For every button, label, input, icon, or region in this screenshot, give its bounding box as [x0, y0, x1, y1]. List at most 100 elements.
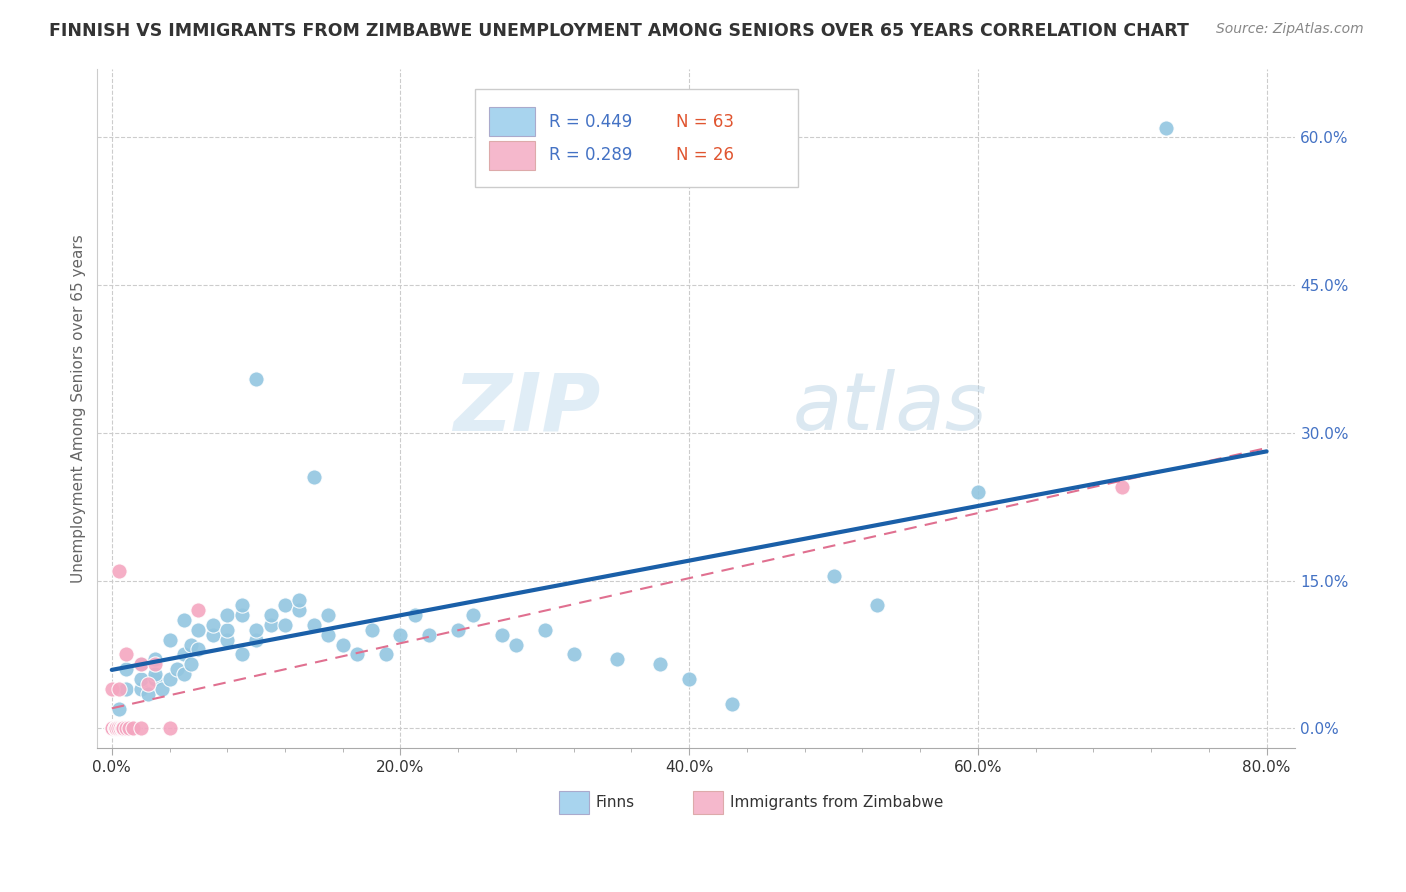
Point — [129, 672, 152, 686]
Point — [866, 598, 889, 612]
Text: R = 0.289: R = 0.289 — [548, 146, 633, 164]
FancyBboxPatch shape — [475, 89, 799, 187]
Point — [302, 470, 325, 484]
Point — [122, 721, 145, 735]
Point — [606, 652, 628, 666]
Point — [101, 721, 124, 735]
Text: N = 63: N = 63 — [676, 112, 734, 130]
Point — [159, 632, 181, 647]
Point — [187, 642, 209, 657]
Point — [136, 677, 159, 691]
FancyBboxPatch shape — [489, 141, 534, 169]
Point — [159, 721, 181, 735]
FancyBboxPatch shape — [558, 791, 589, 814]
Point — [104, 721, 127, 735]
Point — [274, 618, 297, 632]
Point — [217, 632, 239, 647]
Point — [107, 721, 129, 735]
Point — [173, 648, 195, 662]
Point — [447, 623, 470, 637]
Point — [129, 657, 152, 672]
Point — [245, 632, 267, 647]
Point — [534, 623, 557, 637]
Point — [461, 607, 484, 622]
Point — [108, 564, 131, 578]
Point — [101, 721, 124, 735]
Point — [180, 657, 202, 672]
FancyBboxPatch shape — [489, 107, 534, 136]
Point — [143, 652, 166, 666]
Point — [101, 721, 124, 735]
Point — [491, 628, 513, 642]
Point — [318, 628, 340, 642]
Point — [201, 618, 224, 632]
Point — [823, 568, 845, 582]
Point — [136, 687, 159, 701]
Point — [404, 607, 426, 622]
Point — [110, 721, 132, 735]
Point — [173, 613, 195, 627]
Point — [118, 721, 141, 735]
Point — [375, 648, 398, 662]
Text: atlas: atlas — [792, 369, 987, 447]
Point — [201, 628, 224, 642]
Text: FINNISH VS IMMIGRANTS FROM ZIMBABWE UNEMPLOYMENT AMONG SENIORS OVER 65 YEARS COR: FINNISH VS IMMIGRANTS FROM ZIMBABWE UNEM… — [49, 22, 1189, 40]
Point — [129, 721, 152, 735]
Point — [678, 672, 700, 686]
Point — [159, 672, 181, 686]
Point — [288, 603, 311, 617]
Point — [111, 721, 134, 735]
Point — [1111, 480, 1133, 494]
Point — [245, 623, 267, 637]
Point — [967, 484, 990, 499]
Point — [360, 623, 382, 637]
Point — [231, 648, 253, 662]
Point — [217, 623, 239, 637]
Point — [129, 657, 152, 672]
Point — [332, 638, 354, 652]
Point — [389, 628, 412, 642]
Point — [562, 648, 585, 662]
Point — [346, 648, 368, 662]
Point — [288, 593, 311, 607]
Text: Source: ZipAtlas.com: Source: ZipAtlas.com — [1216, 22, 1364, 37]
Point — [180, 638, 202, 652]
Point — [104, 721, 127, 735]
Text: Finns: Finns — [596, 795, 636, 810]
Point — [245, 372, 267, 386]
Point — [650, 657, 672, 672]
Point — [721, 697, 744, 711]
Point — [259, 618, 281, 632]
Y-axis label: Unemployment Among Seniors over 65 years: Unemployment Among Seniors over 65 years — [72, 234, 86, 582]
Point — [115, 662, 138, 676]
Point — [231, 607, 253, 622]
Point — [143, 672, 166, 686]
Point — [505, 638, 527, 652]
Point — [274, 598, 297, 612]
Point — [115, 721, 138, 735]
Text: N = 26: N = 26 — [676, 146, 734, 164]
Point — [105, 721, 128, 735]
Text: R = 0.449: R = 0.449 — [548, 112, 633, 130]
Point — [129, 681, 152, 696]
Point — [418, 628, 440, 642]
Point — [112, 721, 135, 735]
Point — [101, 681, 124, 696]
Point — [108, 681, 131, 696]
Point — [143, 657, 166, 672]
Point — [187, 623, 209, 637]
Point — [217, 607, 239, 622]
Point — [115, 648, 138, 662]
Point — [105, 721, 128, 735]
Text: Immigrants from Zimbabwe: Immigrants from Zimbabwe — [730, 795, 943, 810]
Point — [173, 667, 195, 681]
Point — [318, 607, 340, 622]
Point — [115, 681, 138, 696]
Text: ZIP: ZIP — [453, 369, 600, 447]
Point — [108, 701, 131, 715]
Point — [231, 598, 253, 612]
Point — [187, 603, 209, 617]
Point — [1154, 120, 1177, 135]
FancyBboxPatch shape — [693, 791, 723, 814]
Point — [166, 662, 188, 676]
